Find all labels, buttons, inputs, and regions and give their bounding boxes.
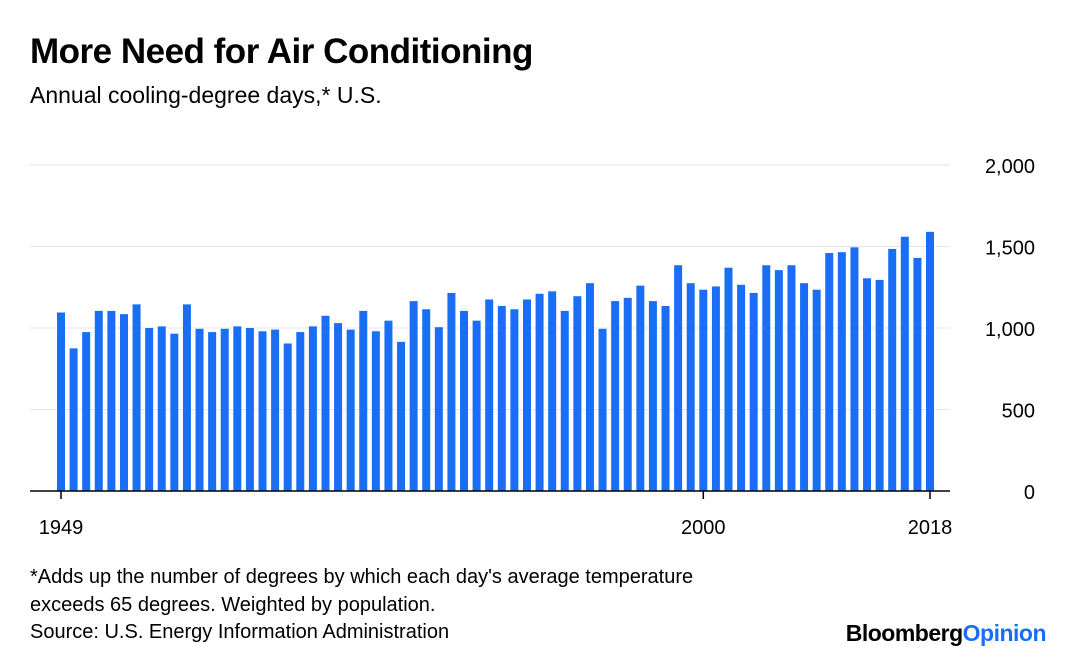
bar-1992 — [598, 328, 607, 491]
logo-section: Opinion — [962, 620, 1047, 646]
bar-2001 — [711, 286, 720, 491]
bar-1964 — [245, 328, 254, 491]
bar-1952 — [94, 310, 103, 491]
bar-1953 — [107, 310, 116, 491]
bar-1949 — [57, 312, 65, 491]
bar-2018 — [926, 231, 934, 491]
bar-2008 — [800, 283, 809, 491]
bar-1995 — [636, 285, 645, 491]
bar-1979 — [434, 327, 443, 491]
bar-2017 — [913, 257, 922, 491]
bar-2004 — [749, 292, 758, 491]
bar-1955 — [132, 304, 141, 491]
bar-2013 — [863, 278, 872, 491]
chart-title: More Need for Air Conditioning — [30, 32, 533, 71]
bar-1962 — [220, 328, 229, 491]
bar-1963 — [233, 326, 242, 491]
bar-1986 — [522, 299, 531, 491]
bar-1961 — [208, 332, 217, 491]
bar-1997 — [661, 305, 670, 491]
bar-1985 — [510, 309, 519, 491]
bar-1989 — [560, 310, 569, 491]
source-note: Source: U.S. Energy Information Administ… — [30, 621, 450, 643]
bar-2016 — [900, 236, 909, 491]
bar-1973 — [359, 310, 368, 491]
x-tick-label: 2000 — [681, 517, 726, 539]
bar-1954 — [119, 314, 128, 491]
bar-1975 — [384, 320, 393, 491]
bar-1957 — [157, 326, 166, 491]
x-tick-label: 1949 — [39, 517, 84, 539]
bar-1971 — [334, 323, 343, 491]
bar-1967 — [283, 343, 292, 491]
bar-2011 — [837, 252, 846, 491]
bar-1958 — [170, 333, 179, 491]
bar-2005 — [762, 265, 771, 491]
bar-chart: 0 500 1,000 1,500 2,000 1949 2000 2018 — [30, 156, 1035, 539]
bar-1988 — [548, 291, 557, 491]
y-tick-label: 500 — [1002, 401, 1035, 423]
footnote-line-2: exceeds 65 degrees. Weighted by populati… — [30, 594, 436, 616]
bar-2007 — [787, 265, 796, 491]
bar-1960 — [195, 328, 204, 491]
bar-2014 — [875, 279, 884, 491]
bar-2015 — [888, 248, 897, 491]
bar-1977 — [409, 301, 418, 491]
bar-2002 — [724, 267, 733, 491]
bar-1996 — [648, 301, 657, 491]
logo-brand: Bloomberg — [845, 620, 963, 646]
bar-1998 — [674, 265, 683, 491]
y-tick-label: 1,000 — [985, 319, 1035, 341]
bar-2003 — [737, 284, 746, 491]
bar-1993 — [611, 301, 620, 491]
bar-1981 — [460, 310, 469, 491]
bar-1972 — [346, 329, 355, 491]
bar-1983 — [485, 299, 494, 491]
bar-2009 — [812, 289, 821, 491]
bar-1994 — [623, 297, 632, 491]
bar-1990 — [573, 296, 582, 491]
chart-subtitle: Annual cooling-degree days,* U.S. — [30, 82, 382, 108]
y-tick-label: 0 — [1024, 482, 1035, 504]
bar-1980 — [447, 292, 456, 491]
footnote-line-1: *Adds up the number of degrees by which … — [30, 566, 694, 588]
bloomberg-opinion-logo: BloombergOpinion — [845, 620, 1047, 647]
bar-2000 — [699, 289, 708, 491]
bar-2010 — [825, 253, 834, 491]
bar-1978 — [422, 309, 431, 491]
bar-1970 — [321, 315, 330, 491]
bar-1974 — [371, 331, 380, 491]
bar-2006 — [774, 270, 783, 491]
bar-1987 — [535, 293, 544, 491]
x-tick-label: 2018 — [908, 517, 953, 539]
y-tick-label: 1,500 — [985, 238, 1035, 260]
bar-1966 — [271, 329, 280, 491]
bar-1976 — [397, 341, 406, 491]
bar-1982 — [472, 320, 481, 491]
bar-1984 — [497, 305, 506, 491]
bar-1965 — [258, 331, 267, 491]
bar-1991 — [585, 283, 594, 491]
bar-1969 — [308, 326, 317, 491]
bar-2012 — [850, 247, 859, 491]
bar-1959 — [182, 304, 191, 491]
y-tick-label: 2,000 — [985, 156, 1035, 178]
bar-1950 — [69, 348, 78, 491]
bar-1999 — [686, 283, 695, 491]
bar-1951 — [82, 332, 91, 491]
bar-1968 — [296, 332, 305, 491]
bar-1956 — [145, 328, 154, 491]
